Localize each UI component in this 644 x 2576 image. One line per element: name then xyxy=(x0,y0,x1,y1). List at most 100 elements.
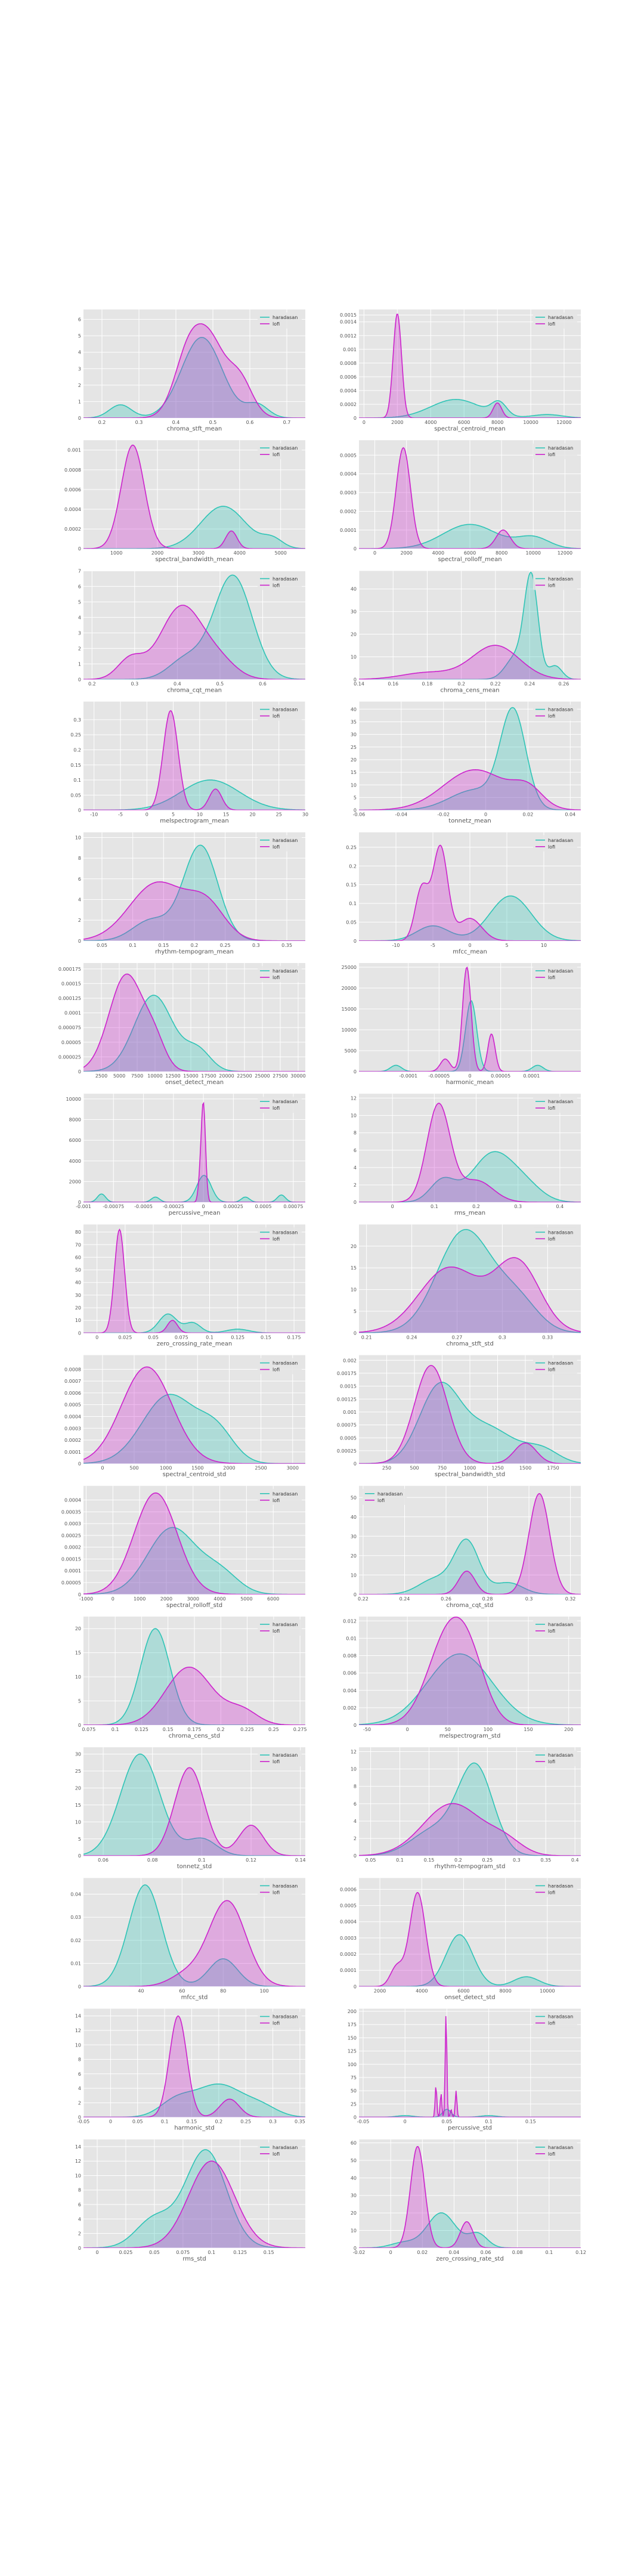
x-tick-label: -10 xyxy=(392,943,400,948)
y-tick-label: 2 xyxy=(78,2100,81,2106)
x-tick-label: 5000 xyxy=(240,1596,252,1602)
y-tick-label: 40 xyxy=(351,2175,357,2181)
y-tick-label: 0.0001 xyxy=(340,528,357,533)
y-tick-label: 0.0005 xyxy=(64,1402,81,1408)
kde-panel-percussive_mean: -0.001 -0.00075 -0.0005 -0.00025 0 0.00025 0.0… xyxy=(66,1094,305,1216)
x-tick-label: 0.2 xyxy=(217,1727,225,1732)
x-axis-label: onset_detect_mean xyxy=(165,1079,224,1086)
x-tick-label: 0.35 xyxy=(281,943,292,948)
x-tick-label: 0.00005 xyxy=(491,1073,510,1079)
kde-panel-mfcc_mean: -10 -5 0 5 10 0 0.05 0.1 0.15 0.2 0.25 mfcc_mean har… xyxy=(346,832,581,955)
density-fill-haradasan xyxy=(83,1314,305,1333)
y-tick-label: 0.0002 xyxy=(340,1952,357,1957)
density-line-lofi xyxy=(359,645,581,680)
y-tick-label: 8000 xyxy=(69,1117,81,1123)
x-tick-label: 4000 xyxy=(425,420,436,425)
density-fill-lofi xyxy=(359,1258,581,1333)
x-tick-label: 5000 xyxy=(274,550,286,556)
y-tick-label: 0 xyxy=(354,1069,357,1075)
density-fill-haradasan xyxy=(359,707,581,810)
density-fill-lofi xyxy=(359,967,581,1072)
x-axis-label: melspectrogram_mean xyxy=(160,818,229,825)
x-tick-label: 0.14 xyxy=(354,681,364,686)
x-tick-label: 0.05 xyxy=(149,2250,160,2255)
legend-label-haradasan: haradasan xyxy=(548,2145,573,2150)
legend-label-lofi: lofi xyxy=(273,452,280,457)
y-tick-label: 0.0001 xyxy=(64,1011,81,1016)
density-fill-haradasan xyxy=(359,896,581,941)
x-tick-label: 8000 xyxy=(496,550,507,556)
x-tick-label: 50 xyxy=(445,1727,451,1732)
legend-label-haradasan: haradasan xyxy=(273,1753,298,1758)
legend-label-lofi: lofi xyxy=(273,2151,280,2157)
y-tick-label: 0 xyxy=(78,1984,81,1989)
legend-box xyxy=(258,1358,302,1374)
y-tick-label: 6 xyxy=(78,2202,81,2207)
y-tick-label: 5 xyxy=(78,333,81,339)
y-tick-label: 0.001 xyxy=(343,347,357,352)
x-tick-label: 0.05 xyxy=(366,1857,376,1863)
y-tick-label: 150 xyxy=(348,2035,357,2041)
legend-label-lofi: lofi xyxy=(548,2021,555,2026)
x-tick-label: 0.26 xyxy=(441,1596,451,1602)
y-tick-label: 50 xyxy=(351,2158,357,2163)
y-tick-label: 0.012 xyxy=(343,1618,357,1624)
x-tick-label: 0.1 xyxy=(396,1857,404,1863)
y-tick-label: 5 xyxy=(78,1837,81,1842)
y-tick-label: 30 xyxy=(75,1293,81,1298)
x-tick-label: 0.275 xyxy=(293,1727,307,1732)
y-tick-label: 40 xyxy=(351,707,357,712)
x-tick-label: -0.05 xyxy=(357,2119,370,2125)
kde-panel-chroma_cqt_std: 0.22 0.24 0.26 0.28 0.3 0.32 0 10 20 30 40 50 chroma… xyxy=(351,1485,581,1609)
x-tick-label: -0.0005 xyxy=(134,1204,153,1209)
y-tick-label: 0.0004 xyxy=(340,388,357,394)
kde-panel-chroma_cens_std: 0.075 0.1 0.125 0.15 0.175 0.2 0.225 0.25 0.275 0… xyxy=(75,1617,307,1739)
legend-label-lofi: lofi xyxy=(548,1236,555,1241)
y-tick-label: 7 xyxy=(78,568,81,574)
density-line-haradasan xyxy=(83,1527,305,1594)
y-tick-label: 0.006 xyxy=(343,1671,357,1676)
x-tick-label: 10000 xyxy=(147,1073,162,1079)
x-tick-label: 6000 xyxy=(457,1988,469,1993)
y-tick-label: 0.0003 xyxy=(64,1521,81,1527)
legend-box xyxy=(533,835,577,852)
y-tick-label: 10 xyxy=(75,1318,81,1323)
y-tick-label: 4 xyxy=(78,897,81,902)
x-tick-label: 0.04 xyxy=(565,812,575,818)
y-tick-label: 1 xyxy=(78,661,81,667)
x-tick-label: -0.06 xyxy=(353,812,366,818)
x-tick-label: 2000 xyxy=(151,550,163,556)
density-line-haradasan xyxy=(359,1934,581,1987)
x-axis-label: rms_std xyxy=(182,2256,206,2262)
y-tick-label: 175 xyxy=(348,2022,357,2027)
legend-box xyxy=(533,1358,577,1374)
legend-box xyxy=(258,1620,302,1636)
y-tick-label: 8 xyxy=(78,2057,81,2063)
x-axis-label: spectral_rolloff_mean xyxy=(438,556,501,563)
y-tick-label: 0.000125 xyxy=(58,996,81,1001)
y-tick-label: 0 xyxy=(78,1200,81,1205)
legend-box xyxy=(533,1097,577,1113)
y-tick-label: 12 xyxy=(75,2028,81,2033)
y-tick-label: 2 xyxy=(78,918,81,923)
y-tick-label: 25 xyxy=(351,745,357,750)
legend-box xyxy=(533,1881,577,1897)
x-tick-label: 10000 xyxy=(540,1988,555,1993)
y-tick-label: 0.25 xyxy=(346,845,357,850)
density-fill-lofi xyxy=(359,1365,581,1464)
x-tick-label: 0.7 xyxy=(283,420,291,425)
legend-box xyxy=(258,1488,302,1505)
legend-label-haradasan: haradasan xyxy=(548,707,573,713)
legend-label-lofi: lofi xyxy=(273,1759,280,1764)
density-line-lofi xyxy=(359,1103,581,1203)
x-tick-label: 0 xyxy=(404,2119,407,2125)
x-axis-label: chroma_stft_mean xyxy=(167,426,222,432)
x-tick-label: 2000 xyxy=(374,1988,386,1993)
x-axis-label: spectral_bandwidth_mean xyxy=(155,556,233,563)
